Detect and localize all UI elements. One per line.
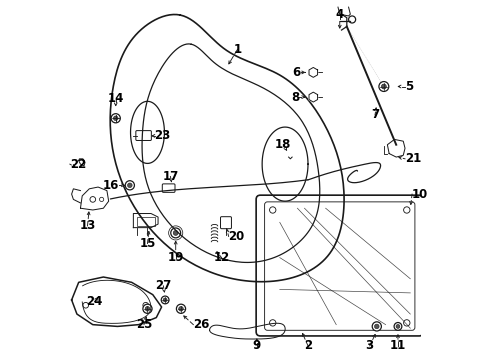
Circle shape [381, 84, 386, 89]
Text: 22: 22 [70, 158, 86, 171]
Text: 5: 5 [404, 80, 412, 93]
Text: 4: 4 [335, 8, 343, 21]
Text: 21: 21 [404, 152, 421, 165]
Text: 12: 12 [213, 251, 229, 264]
FancyBboxPatch shape [136, 131, 151, 140]
Text: 25: 25 [136, 318, 152, 331]
Text: 26: 26 [193, 318, 209, 331]
Text: 15: 15 [139, 237, 155, 250]
Text: 20: 20 [228, 230, 244, 243]
FancyBboxPatch shape [162, 184, 175, 192]
Text: 7: 7 [370, 108, 378, 121]
FancyBboxPatch shape [220, 217, 231, 229]
Text: 9: 9 [252, 339, 261, 352]
Circle shape [173, 230, 178, 235]
Circle shape [113, 116, 118, 121]
Text: 14: 14 [107, 93, 123, 105]
Circle shape [127, 183, 132, 188]
Text: 3: 3 [365, 339, 373, 352]
Circle shape [393, 323, 401, 330]
Text: 19: 19 [167, 251, 183, 264]
Text: 18: 18 [275, 138, 291, 151]
Text: 23: 23 [154, 129, 170, 143]
Circle shape [371, 322, 381, 331]
Text: 13: 13 [79, 219, 96, 232]
Circle shape [378, 82, 388, 91]
Text: 2: 2 [304, 339, 311, 352]
Text: 1: 1 [233, 43, 241, 56]
Text: 16: 16 [102, 179, 119, 192]
Circle shape [111, 114, 120, 123]
Text: 11: 11 [389, 339, 405, 352]
Circle shape [142, 304, 152, 313]
Circle shape [374, 324, 378, 329]
Circle shape [161, 296, 169, 304]
Text: 24: 24 [86, 295, 102, 308]
Circle shape [176, 304, 185, 313]
Circle shape [178, 306, 183, 311]
Circle shape [163, 298, 167, 302]
Polygon shape [308, 67, 317, 77]
Text: 27: 27 [155, 279, 171, 292]
Circle shape [170, 228, 180, 238]
Polygon shape [308, 92, 317, 102]
Circle shape [125, 181, 134, 190]
Circle shape [395, 324, 399, 328]
Text: 17: 17 [162, 170, 178, 183]
Text: 10: 10 [411, 188, 427, 201]
Text: 6: 6 [292, 66, 300, 79]
Text: 8: 8 [290, 91, 299, 104]
Circle shape [145, 306, 149, 311]
